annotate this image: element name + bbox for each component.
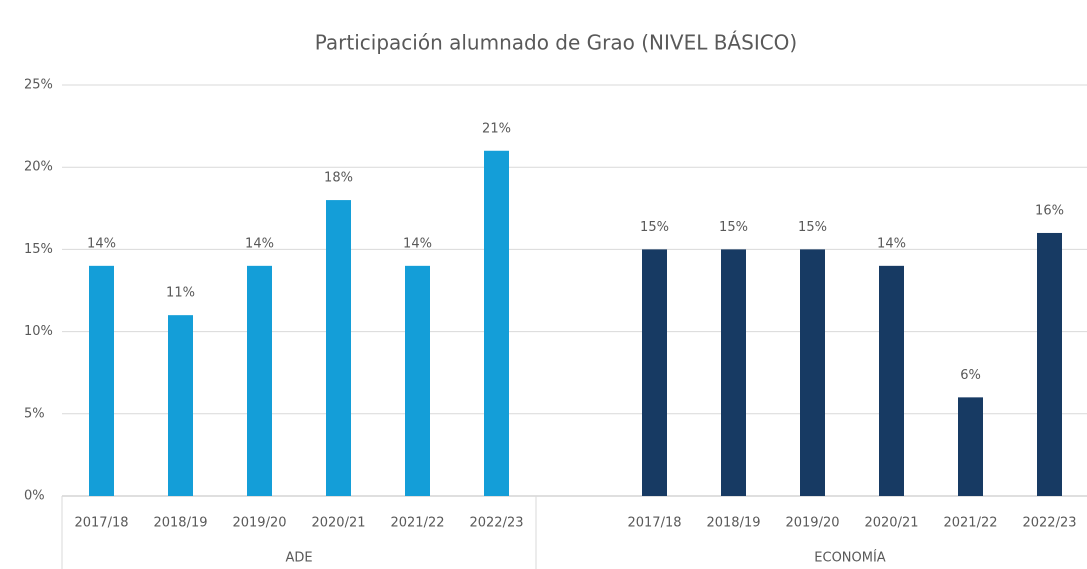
y-tick-label: 0%: [24, 489, 45, 504]
bar: [484, 150, 509, 496]
bar: [1037, 232, 1062, 496]
y-tick-label: 5%: [24, 406, 45, 421]
group-label: ADE: [285, 551, 312, 566]
data-label: 14%: [877, 236, 906, 251]
x-tick-label: 2018/19: [706, 516, 760, 531]
data-label: 14%: [87, 236, 116, 251]
data-label: 21%: [482, 121, 511, 136]
y-tick-label: 15%: [24, 242, 53, 257]
x-tick-label: 2022/23: [469, 516, 523, 531]
bar: [247, 265, 272, 496]
bar: [405, 265, 430, 496]
bar: [958, 397, 983, 496]
x-tick-label: 2021/22: [943, 516, 997, 531]
bar: [326, 200, 351, 496]
x-tick-label: 2017/18: [74, 516, 128, 531]
bar: [800, 249, 825, 496]
data-label: 16%: [1035, 203, 1064, 218]
x-tick-label: 2022/23: [1022, 516, 1076, 531]
data-label: 6%: [960, 368, 981, 383]
y-tick-label: 25%: [24, 78, 53, 93]
x-tick-label: 2018/19: [153, 516, 207, 531]
x-tick-label: 2017/18: [627, 516, 681, 531]
x-tick-label: 2020/21: [864, 516, 918, 531]
y-tick-label: 20%: [24, 160, 53, 175]
group-label: ECONOMÍA: [814, 550, 886, 566]
chart-title: Participación alumnado de Grao (NIVEL BÁ…: [315, 31, 797, 55]
x-tick-label: 2019/20: [785, 516, 839, 531]
x-tick-label: 2020/21: [311, 516, 365, 531]
bar: [721, 249, 746, 496]
x-tick-label: 2019/20: [232, 516, 286, 531]
data-label: 14%: [245, 236, 274, 251]
bar: [168, 315, 193, 496]
data-label: 15%: [798, 220, 827, 235]
y-tick-label: 10%: [24, 324, 53, 339]
data-label: 11%: [166, 286, 195, 301]
data-label: 15%: [719, 220, 748, 235]
x-tick-label: 2021/22: [390, 516, 444, 531]
data-label: 14%: [403, 236, 432, 251]
bar: [642, 249, 667, 496]
bar: [89, 265, 114, 496]
data-label: 18%: [324, 171, 353, 186]
data-label: 15%: [640, 220, 669, 235]
bar: [879, 265, 904, 496]
